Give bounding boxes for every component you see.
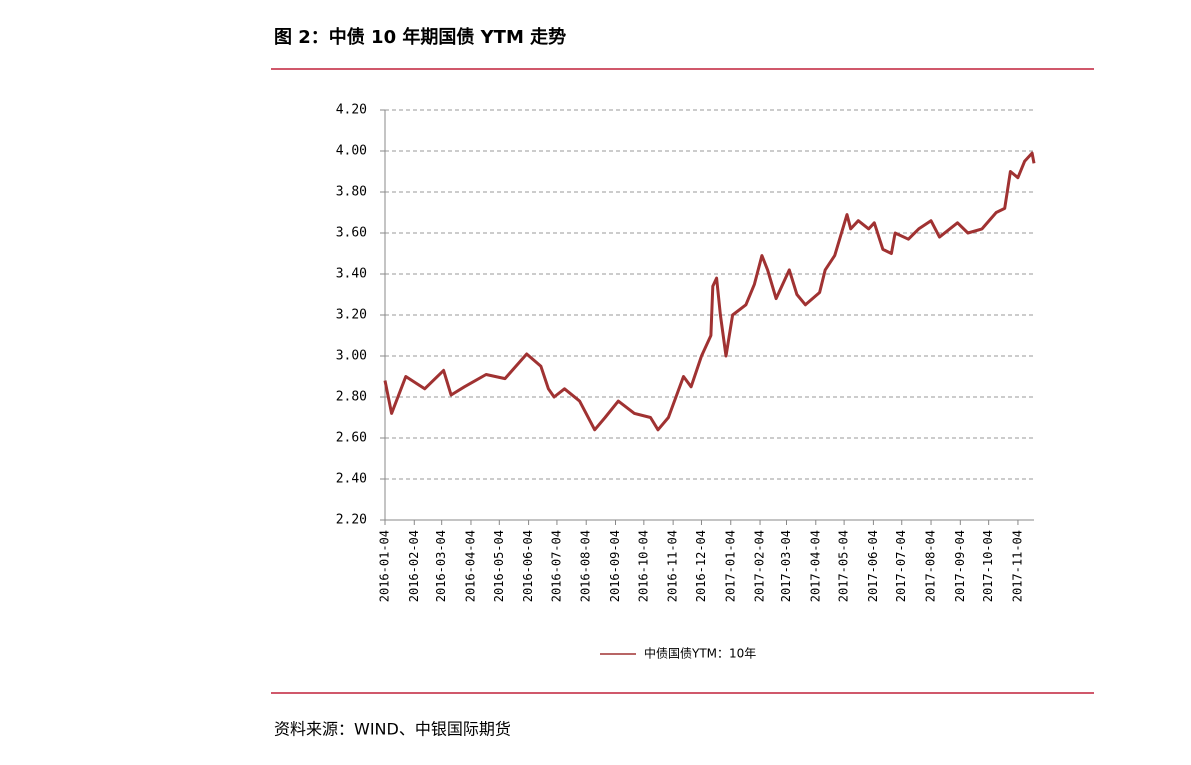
x-tick-label: 2016-05-04 bbox=[492, 530, 506, 602]
x-tick-label: 2017-08-04 bbox=[924, 530, 938, 602]
x-tick-label: 2016-02-04 bbox=[407, 530, 421, 602]
x-tick-label: 2017-01-04 bbox=[723, 530, 737, 602]
y-tick-label: 3.60 bbox=[336, 226, 367, 241]
x-tick-label: 2016-01-04 bbox=[378, 530, 392, 602]
x-tick-label: 2017-05-04 bbox=[837, 530, 851, 602]
y-tick-label: 4.00 bbox=[336, 144, 367, 159]
x-tick-label: 2017-10-04 bbox=[981, 530, 995, 602]
x-tick-label: 2017-09-04 bbox=[953, 530, 967, 602]
data-line bbox=[383, 151, 1036, 432]
x-tick-label: 2016-10-04 bbox=[636, 530, 650, 602]
x-tick-label: 2016-06-04 bbox=[521, 530, 535, 602]
x-tick-label: 2017-02-04 bbox=[753, 530, 767, 602]
y-tick-label: 3.40 bbox=[336, 267, 367, 282]
x-tick-label: 2016-08-04 bbox=[579, 530, 593, 602]
y-tick-label: 2.40 bbox=[336, 472, 367, 487]
x-tick-label: 2017-11-04 bbox=[1010, 530, 1024, 602]
x-tick-label: 2017-03-04 bbox=[779, 530, 793, 602]
y-tick-label: 2.60 bbox=[336, 431, 367, 446]
x-tick-label: 2016-03-04 bbox=[434, 530, 448, 602]
x-tick-label: 2016-04-04 bbox=[463, 530, 477, 602]
y-tick-label: 2.20 bbox=[336, 513, 367, 528]
x-tick-label: 2016-09-04 bbox=[608, 530, 622, 602]
x-tick-label: 2016-07-04 bbox=[549, 530, 563, 602]
x-tick-label: 2017-06-04 bbox=[866, 530, 880, 602]
y-tick-label: 4.20 bbox=[336, 103, 367, 118]
y-tick-label: 3.20 bbox=[336, 308, 367, 323]
y-tick-label: 2.80 bbox=[336, 390, 367, 405]
legend-label: 中债国债YTM：10年 bbox=[644, 646, 756, 661]
x-tick-label: 2016-11-04 bbox=[666, 530, 680, 602]
y-tick-label: 3.00 bbox=[336, 349, 367, 364]
y-tick-label: 3.80 bbox=[336, 185, 367, 200]
x-tick-label: 2017-04-04 bbox=[808, 530, 822, 602]
x-tick-label: 2016-12-04 bbox=[694, 530, 708, 602]
chart-title: 图 2：中债 10 年期国债 YTM 走势 bbox=[274, 26, 566, 48]
x-tick-label: 2017-07-04 bbox=[894, 530, 908, 602]
source-note: 资料来源：WIND、中银国际期货 bbox=[274, 720, 511, 739]
